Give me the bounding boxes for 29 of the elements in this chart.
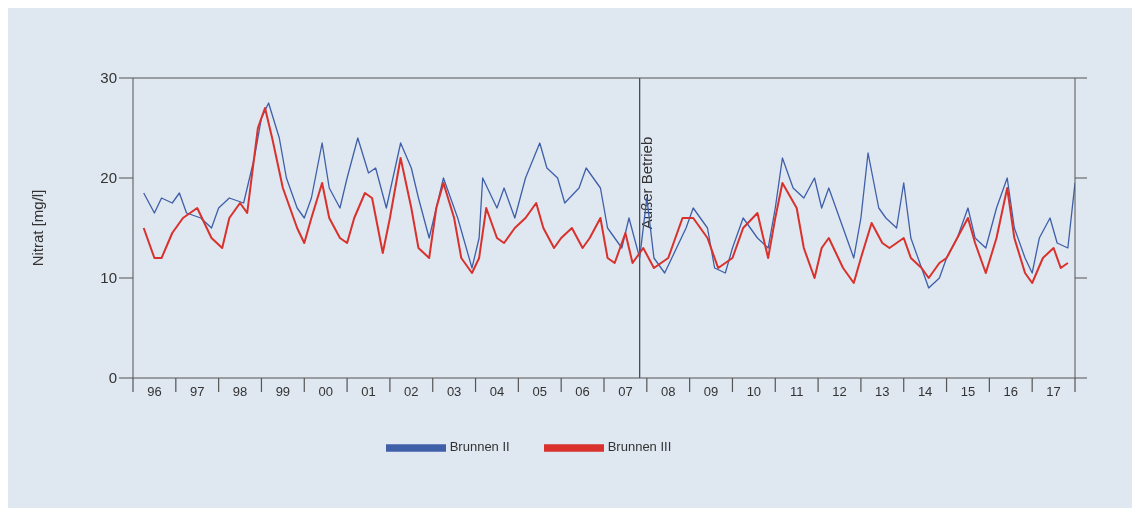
y-tick-label: 30 — [100, 69, 117, 87]
x-tick-label: 07 — [618, 384, 633, 399]
x-tick-label: 05 — [532, 384, 548, 399]
x-tick-label: 10 — [746, 384, 762, 399]
x-tick-label: 11 — [789, 384, 804, 399]
x-tick-label: 08 — [660, 384, 676, 399]
x-tick-label: 99 — [275, 384, 291, 399]
x-tick-label: 16 — [1003, 384, 1019, 399]
legend-label: Brunnen II — [449, 439, 510, 455]
legend-label: Brunnen III — [607, 439, 672, 455]
x-tick-label: 14 — [917, 384, 933, 399]
y-axis-title: Nitrat [mg/l] — [29, 189, 47, 267]
x-tick-label: 96 — [147, 384, 162, 399]
y-tick-label: 0 — [108, 369, 117, 387]
x-tick-label: 15 — [960, 384, 976, 399]
x-tick-label: 00 — [318, 384, 333, 399]
x-tick-label: 03 — [446, 384, 462, 399]
x-tick-label: 13 — [875, 384, 890, 399]
x-tick-label: 97 — [189, 384, 205, 399]
x-tick-label: 17 — [1046, 384, 1061, 399]
x-tick-label: 12 — [832, 384, 847, 399]
x-tick-label: 01 — [361, 384, 376, 399]
x-tick-label: 02 — [404, 384, 419, 399]
x-tick-label: 06 — [575, 384, 590, 399]
x-tick-label: 09 — [703, 384, 719, 399]
x-tick-label: 98 — [232, 384, 248, 399]
y-tick-label: 10 — [100, 269, 117, 287]
x-tick-label: 04 — [489, 384, 505, 399]
y-tick-label: 20 — [100, 169, 117, 187]
